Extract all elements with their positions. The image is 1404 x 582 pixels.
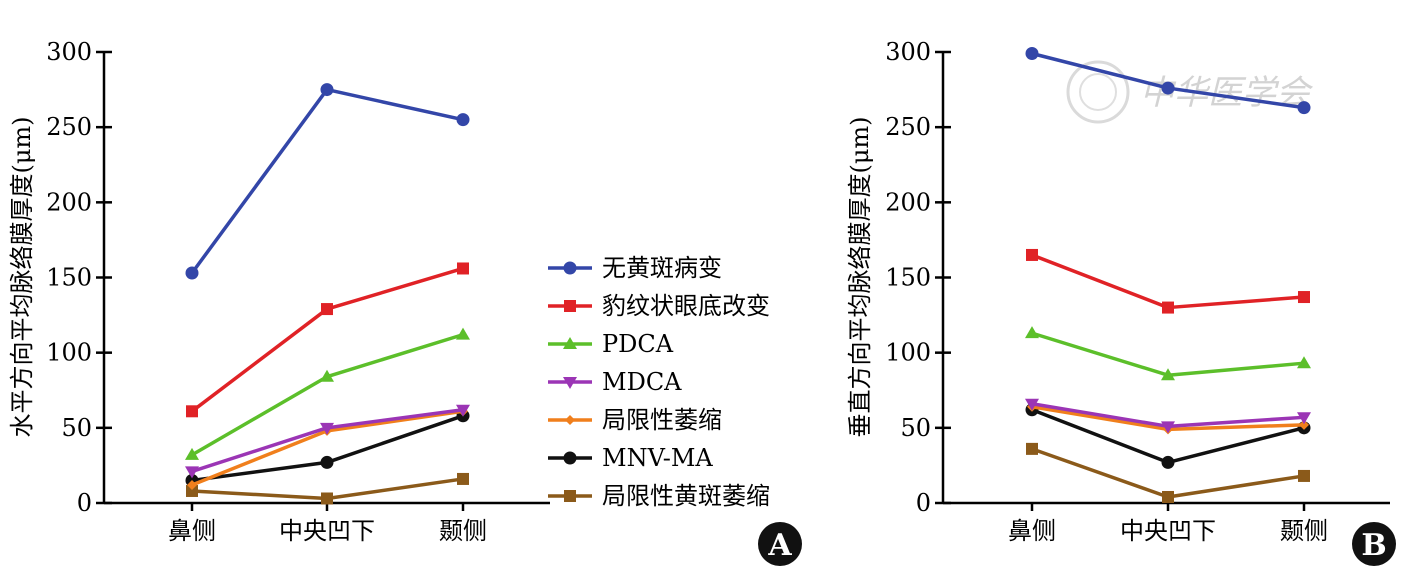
data-point <box>1025 326 1039 339</box>
legend-marker <box>564 300 576 312</box>
legend-marker <box>563 451 577 465</box>
series-line <box>191 332 464 457</box>
series-line <box>190 87 464 275</box>
series-line <box>190 266 464 413</box>
y-tick-label: 0 <box>916 489 931 517</box>
data-point <box>186 405 198 418</box>
x-tick-label: 颞侧 <box>439 517 487 545</box>
data-point <box>185 447 199 460</box>
panel-label-a: A <box>758 522 802 566</box>
legend-label: 无黄斑病变 <box>602 254 722 282</box>
y-tick-label: 100 <box>885 339 931 367</box>
watermark-seal-inner-icon <box>1079 73 1117 111</box>
legend-marker <box>563 337 577 349</box>
panel-b-y-axis-title: 垂直方向平均脉络膜厚度(μm) <box>846 116 874 437</box>
y-tick-label: 200 <box>46 188 92 216</box>
data-point <box>320 455 334 469</box>
data-point <box>1161 455 1175 469</box>
data-point <box>1025 47 1039 61</box>
data-point <box>320 422 334 435</box>
data-point <box>456 327 470 340</box>
data-point <box>1298 469 1310 482</box>
panel-label-a-text: A <box>767 528 792 563</box>
y-tick-label: 150 <box>885 264 931 292</box>
data-point <box>1297 101 1311 115</box>
data-point <box>457 472 469 485</box>
legend-label: 豹纹状眼底改变 <box>602 292 770 320</box>
panel-a-series <box>185 83 470 505</box>
data-point <box>1297 412 1311 425</box>
data-point <box>185 266 199 280</box>
legend-marker <box>563 261 577 275</box>
y-tick-label: 250 <box>885 113 931 141</box>
panel-label-b: B <box>1352 522 1396 566</box>
x-tick-label: 鼻侧 <box>1008 517 1056 545</box>
data-point <box>1161 81 1175 95</box>
legend-marker <box>565 415 575 425</box>
data-point <box>186 484 198 497</box>
y-tick-label: 100 <box>46 339 92 367</box>
data-point <box>1161 368 1175 381</box>
data-point <box>1025 398 1039 411</box>
data-point <box>456 404 470 417</box>
data-point <box>457 262 469 275</box>
panel-b-series <box>1025 47 1311 503</box>
y-tick-label: 250 <box>46 113 92 141</box>
legend-label: PDCA <box>602 330 674 358</box>
legend-label: 局限性黄斑萎缩 <box>602 482 770 510</box>
x-tick-label: 中央凹下 <box>1120 517 1216 545</box>
data-point <box>1162 490 1174 503</box>
data-point <box>1297 356 1311 369</box>
data-point <box>1162 301 1174 314</box>
watermark-seal-icon <box>1066 60 1130 124</box>
x-tick-label: 鼻侧 <box>168 517 216 545</box>
legend-marker <box>563 377 577 389</box>
y-tick-label: 50 <box>61 414 92 442</box>
legend-label: 局限性萎缩 <box>602 406 722 434</box>
x-tick-label: 中央凹下 <box>279 517 375 545</box>
legend-label: MNV-MA <box>602 444 713 472</box>
data-point <box>1298 291 1310 304</box>
y-tick-label: 0 <box>77 489 92 517</box>
y-tick-label: 50 <box>900 414 931 442</box>
data-point <box>1161 421 1175 434</box>
data-point <box>321 492 333 505</box>
data-point <box>320 83 334 97</box>
panel-b-axes: 0 50 100 150 200 250 300 鼻侧 中央凹下 颞侧 <box>885 38 1390 545</box>
panel-a-y-axis-title: 水平方向平均脉络膜厚度(μm) <box>8 116 36 437</box>
y-tick-label: 150 <box>46 264 92 292</box>
y-tick-label: 300 <box>46 38 92 66</box>
panel-a-axes: 0 50 100 150 200 250 300 鼻侧 中央凹下 颞侧 <box>46 38 550 545</box>
data-point <box>187 479 197 490</box>
data-point <box>1299 419 1309 430</box>
data-point <box>456 113 470 127</box>
data-point <box>1026 248 1038 261</box>
data-point <box>320 369 334 382</box>
series-line <box>1031 253 1305 310</box>
data-point <box>185 466 199 479</box>
panel-a: 0 50 100 150 200 250 300 鼻侧 中央凹下 颞侧 水平方向平均脉络膜厚度(μ… <box>8 38 550 545</box>
y-tick-label: 300 <box>885 38 931 66</box>
series-line <box>1031 408 1305 465</box>
data-point <box>321 303 333 316</box>
y-tick-label: 200 <box>885 188 931 216</box>
legend-marker <box>564 490 576 502</box>
panel-label-b-text: B <box>1361 528 1386 563</box>
data-point <box>1026 442 1038 455</box>
panel-b: 0 50 100 150 200 250 300 鼻侧 中央凹下 颞侧 垂直方向平均脉络膜厚度(μ… <box>846 38 1390 545</box>
legend-label: MDCA <box>602 368 682 396</box>
x-tick-label: 颞侧 <box>1280 517 1328 545</box>
